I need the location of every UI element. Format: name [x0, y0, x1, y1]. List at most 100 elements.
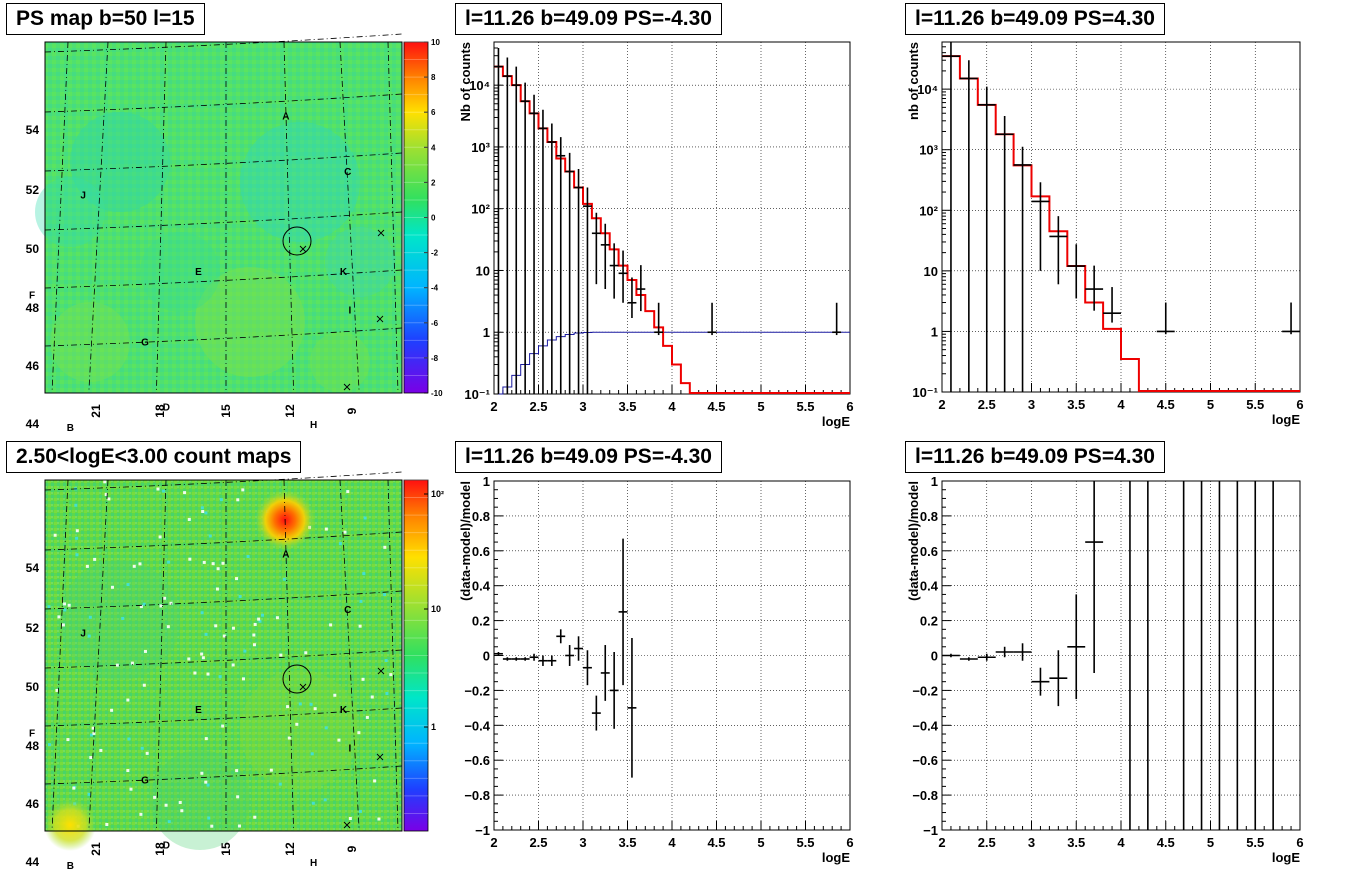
map-bright-pixel [204, 780, 208, 784]
data-point [627, 638, 637, 778]
data-point [1282, 302, 1300, 335]
map-lat-gridline [44, 765, 403, 785]
data-point [1013, 146, 1032, 392]
map-bright-pixel [231, 663, 235, 667]
map-source-label-b: B [67, 423, 74, 434]
y-tick-label: 10⁻¹ [464, 387, 490, 402]
y-tick-label: 0.8 [472, 509, 490, 524]
map-bright-pixel [383, 545, 387, 549]
map-bright-pixel [257, 617, 261, 621]
data-point [520, 657, 530, 661]
map-source-label-j: J [80, 191, 86, 202]
data-point [618, 538, 628, 686]
data-point [995, 646, 1014, 658]
x-tick-label: 5.5 [796, 399, 814, 414]
map-source-label-g: G [141, 338, 149, 349]
x-tick-label: 6 [1296, 835, 1303, 850]
map-lon-tick-label: 12 [283, 842, 297, 856]
map-source-label-h: H [310, 858, 317, 869]
map-lat-gridline [44, 211, 403, 231]
colorbar-tick-label: 10 [431, 38, 440, 47]
data-point [1156, 302, 1175, 335]
colorbar-tick-label: 1 [431, 722, 436, 732]
map-bright-pixel [88, 615, 92, 619]
x-tick-label: 5 [757, 399, 764, 414]
map-bright-pixel [91, 726, 95, 730]
map-bright-pixel [143, 649, 147, 653]
x-tick-label: 5.5 [796, 835, 814, 850]
map-lat-gridline [44, 707, 403, 727]
spectrum-pos-title: l=11.26 b=49.09 PS=4.30 [905, 3, 1165, 35]
data-point [636, 265, 646, 312]
map-lat-tick-label: 44 [26, 855, 40, 869]
map-bright-pixel [208, 534, 212, 538]
data-point [583, 187, 592, 394]
map-source-label-i: I [348, 743, 351, 754]
data-point [1049, 216, 1068, 285]
y-tick-label: 10 [476, 263, 490, 278]
map-bright-pixel [324, 527, 328, 531]
map-bright-pixel [200, 771, 204, 775]
map-bright-pixel [90, 733, 94, 737]
map-bright-pixel [235, 769, 239, 773]
map-bright-pixel [178, 801, 182, 805]
y-tick-label: 0 [931, 649, 938, 664]
y-tick-label: 1 [931, 474, 938, 489]
map-bright-pixel [358, 624, 362, 628]
map-lon-tick-label: 9 [345, 845, 359, 852]
map-bright-pixel [218, 675, 222, 679]
map-source-label-i: I [348, 305, 351, 316]
map-bright-pixel [139, 605, 143, 609]
data-point [627, 277, 637, 319]
map-lat-gridline [44, 649, 403, 669]
map-bright-pixel [63, 602, 67, 606]
map-bright-pixel [187, 657, 191, 661]
colorbar-tick-label: 10 [431, 604, 441, 614]
residual-pos-title: l=11.26 b=49.09 PS=4.30 [905, 441, 1165, 473]
map-bright-pixel [282, 577, 286, 581]
map-bright-pixel [103, 480, 107, 484]
map-intensity-blob [50, 302, 130, 382]
plot-frame [493, 41, 851, 395]
map-bright-pixel [286, 705, 290, 709]
x-tick-label: 5 [1207, 835, 1214, 850]
map-bright-pixel [311, 801, 315, 805]
map-lat-tick-label: 54 [26, 561, 40, 575]
colorbar-tick-label: 2 [431, 178, 436, 187]
map-bright-pixel [67, 603, 71, 607]
map-bright-pixel [47, 605, 51, 609]
map-bright-pixel [93, 557, 97, 561]
map-bright-pixel [253, 622, 257, 626]
map-lat-tick-label: 46 [26, 797, 40, 811]
x-tick-label: 2.5 [529, 399, 547, 414]
x-tick-label: 3.5 [618, 399, 636, 414]
map-bright-pixel [142, 602, 146, 606]
x-tick-label: 2.5 [529, 835, 547, 850]
data-point [1049, 650, 1068, 707]
map-bright-pixel [138, 562, 142, 566]
data-point [494, 652, 503, 656]
x-tick-label: 5.5 [1246, 835, 1264, 850]
y-tick-label: 10⁻¹ [912, 385, 938, 400]
map-lon-tick-label: 9 [345, 407, 359, 414]
map-bright-pixel [384, 659, 388, 663]
data-point [609, 652, 619, 729]
map-lat-gridline [44, 471, 403, 491]
map-bright-pixel [383, 593, 387, 597]
map-source-label-c: C [344, 605, 351, 616]
map-bright-pixel [89, 756, 93, 760]
data-point [707, 302, 717, 336]
map-bright-pixel [275, 616, 279, 620]
map-bright-pixel [337, 738, 341, 742]
x-tick-label: 5 [1207, 397, 1214, 412]
map-bright-pixel [145, 751, 149, 755]
map-bright-pixel [127, 737, 131, 741]
map-source-label-f: F [29, 729, 35, 740]
y-tick-label: −0.4 [912, 718, 938, 733]
map-bright-pixel [221, 724, 225, 728]
x-tick-label: 3 [579, 399, 586, 414]
map-cross-marker [299, 683, 307, 691]
data-point [502, 57, 512, 394]
map-source-label-e: E [195, 705, 202, 716]
map-source-label-e: E [195, 267, 202, 278]
